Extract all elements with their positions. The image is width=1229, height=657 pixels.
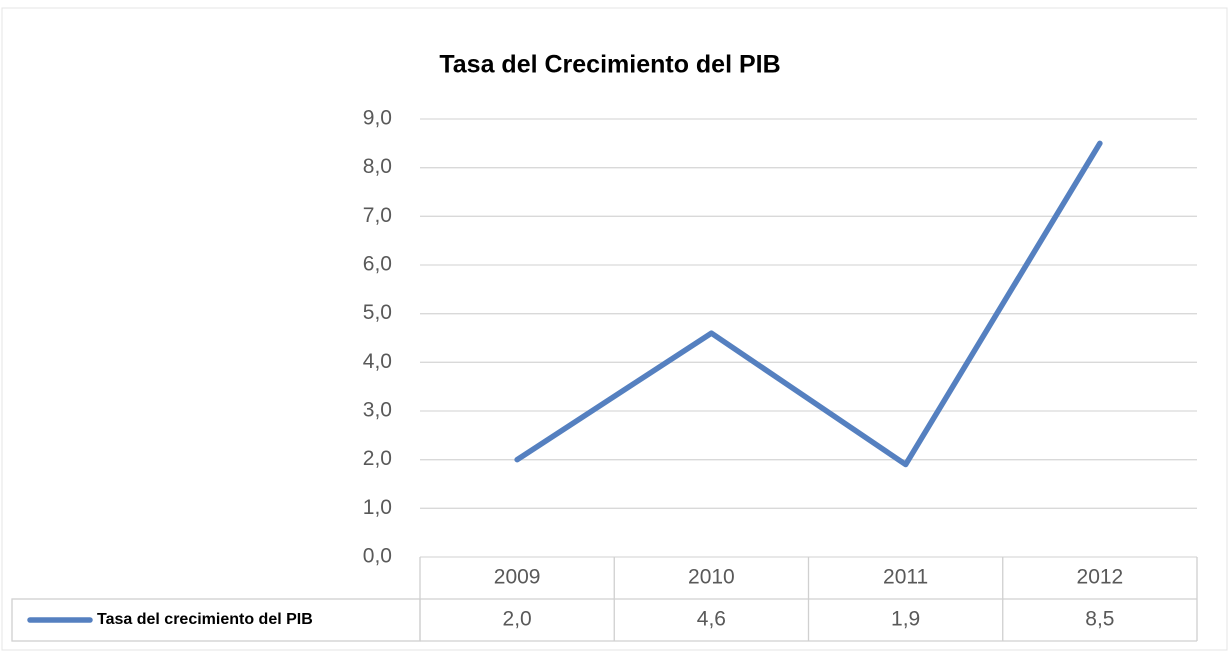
y-tick-label: 6,0	[363, 253, 392, 276]
y-tick-label: 8,0	[363, 155, 392, 178]
x-tick-label: 2009	[494, 566, 541, 589]
table-value: 2,0	[503, 608, 532, 631]
chart-border	[1, 7, 1228, 651]
y-tick-label: 3,0	[363, 399, 392, 422]
x-tick-label: 2011	[883, 566, 928, 589]
x-tick-label: 2010	[688, 566, 735, 589]
legend-label: Tasa del crecimiento del PIB	[97, 611, 313, 628]
y-tick-label: 0,0	[363, 545, 392, 568]
legend-cell	[11, 598, 421, 642]
y-tick-label: 7,0	[363, 204, 392, 227]
y-tick-label: 5,0	[363, 301, 392, 324]
y-tick-label: 1,0	[363, 496, 392, 519]
x-tick-label: 2012	[1077, 566, 1124, 589]
table-value: 1,9	[891, 608, 920, 631]
table-value: 8,5	[1085, 608, 1114, 631]
y-tick-label: 2,0	[363, 447, 392, 470]
y-tick-label: 4,0	[363, 350, 392, 373]
y-tick-label: 9,0	[363, 107, 392, 130]
table-value: 4,6	[697, 608, 726, 631]
data-line	[514, 140, 1103, 468]
chart-title: Tasa del Crecimiento del PIB	[439, 51, 780, 79]
